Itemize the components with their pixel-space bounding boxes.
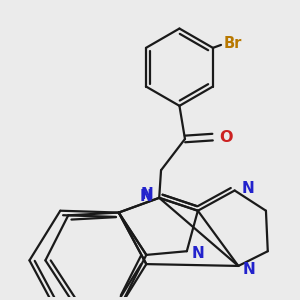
Text: Br: Br — [223, 36, 242, 51]
Text: N: N — [140, 188, 153, 203]
Text: N: N — [241, 181, 254, 196]
Text: N: N — [141, 188, 154, 202]
Text: N: N — [191, 246, 204, 261]
Text: O: O — [219, 130, 233, 145]
Text: N: N — [243, 262, 256, 277]
